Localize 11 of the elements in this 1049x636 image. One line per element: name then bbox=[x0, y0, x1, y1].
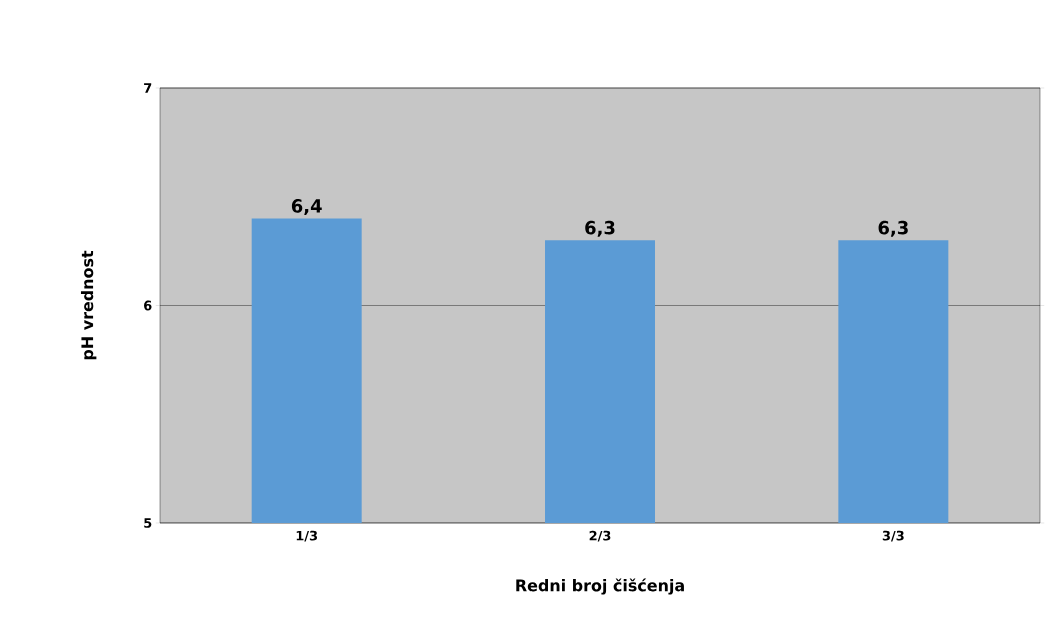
y-axis-title: pH vrednost bbox=[80, 250, 97, 360]
y-tick-label: 5 bbox=[144, 518, 152, 528]
x-tick-label: 2/3 bbox=[589, 530, 611, 542]
data-label: 6,3 bbox=[878, 220, 908, 237]
y-tick-label: 7 bbox=[144, 83, 152, 93]
data-label: 6,3 bbox=[585, 220, 615, 237]
y-tick-label: 6 bbox=[144, 300, 152, 311]
x-tick-label: 3/3 bbox=[882, 530, 904, 542]
data-label: 6,4 bbox=[291, 199, 322, 215]
x-tick-label: 1/3 bbox=[296, 530, 318, 542]
x-axis-title: Redni broj čišćenja bbox=[516, 578, 684, 595]
